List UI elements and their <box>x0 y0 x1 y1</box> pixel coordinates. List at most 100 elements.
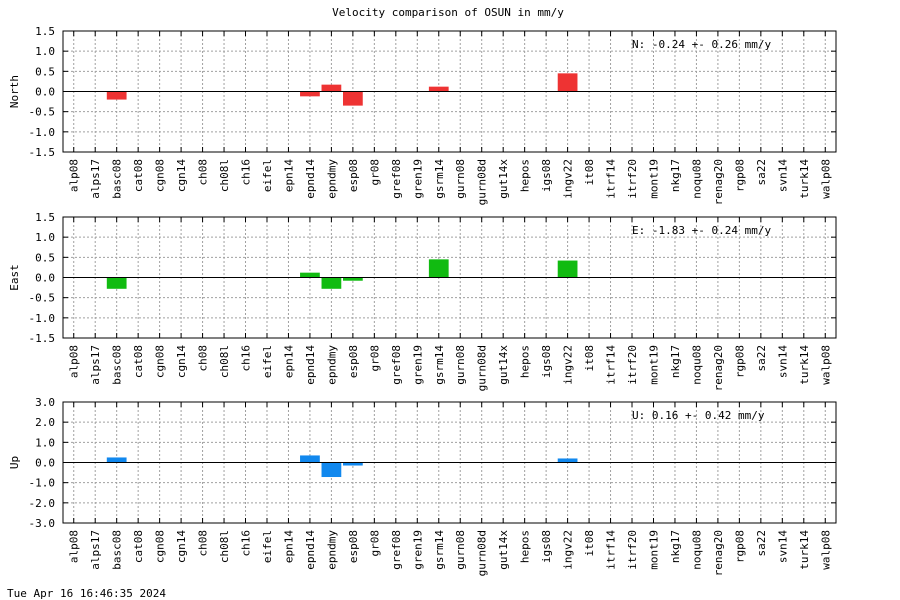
category-label: ingv22 <box>562 159 575 199</box>
ytick-label: 3.0 <box>35 396 55 409</box>
category-label: gurn08 <box>454 345 467 385</box>
category-label: mont19 <box>647 159 660 199</box>
stats-annotation: E: -1.83 +- 0.24 mm/y <box>632 224 771 237</box>
bar-gsrm14 <box>428 259 449 278</box>
category-label: gref08 <box>390 345 403 385</box>
category-label: cat08 <box>132 530 145 563</box>
category-label: epn14 <box>282 530 295 563</box>
bar-epnd14 <box>300 91 320 97</box>
category-label: cgn14 <box>175 345 188 378</box>
y-axis-label: North <box>8 75 21 108</box>
ytick-label: 0.5 <box>35 65 55 78</box>
category-label: cat08 <box>132 159 145 192</box>
category-label: ch08 <box>197 530 210 557</box>
bar-epndmy <box>321 84 342 92</box>
category-label: esp08 <box>347 159 360 192</box>
category-label: ch08 <box>197 345 210 372</box>
ytick-label: -2.0 <box>29 497 56 510</box>
category-label: basc08 <box>111 345 124 385</box>
category-label: gurn08 <box>454 530 467 570</box>
plot-frame <box>62 30 837 153</box>
category-label: hepos <box>519 159 532 192</box>
category-label: epndmy <box>325 345 338 385</box>
category-label: svn14 <box>776 530 789 563</box>
ytick-label: -1.0 <box>29 477 56 490</box>
category-label: nkg17 <box>669 159 682 192</box>
category-label: hepos <box>519 530 532 563</box>
y-axis-label: Up <box>8 456 21 469</box>
stats-annotation: N: -0.24 +- 0.26 mm/y <box>632 38 771 51</box>
panel-north: 1.5 1.0 0.5 0.0 -0.5 -1.0 -1.5 North N: -0.24 +-… <box>8 25 837 205</box>
category-label: nkg17 <box>669 530 682 563</box>
category-label: it08 <box>583 159 596 186</box>
ytick-label: 1.5 <box>35 25 55 38</box>
category-label: gr08 <box>368 345 381 372</box>
category-label: rgp08 <box>733 345 746 378</box>
ytick-label: -1.5 <box>29 332 56 345</box>
category-label: epnd14 <box>304 530 317 570</box>
category-label: eifel <box>261 530 274 563</box>
category-label: gr08 <box>368 159 381 186</box>
category-label: alp08 <box>68 159 81 192</box>
ytick-label: 0.0 <box>35 457 55 470</box>
category-label: cgn14 <box>175 530 188 563</box>
bar-epnd14 <box>300 455 320 463</box>
category-label: gsrm14 <box>433 530 446 570</box>
bar-esp08 <box>342 277 363 281</box>
ytick-label: -3.0 <box>29 517 56 530</box>
plot-frame <box>62 401 837 524</box>
category-label: sa22 <box>755 159 768 186</box>
ytick-label: -1.5 <box>29 146 56 159</box>
timestamp: Tue Apr 16 16:46:35 2024 <box>7 587 166 600</box>
ytick-label: 0.0 <box>35 86 55 99</box>
category-label: rgp08 <box>733 530 746 563</box>
category-label: itrf20 <box>626 530 639 570</box>
chart-title: Velocity comparison of OSUN in mm/y <box>332 6 564 19</box>
category-label: gurn08d <box>476 159 489 205</box>
bar-epndmy <box>321 462 342 478</box>
category-label: esp08 <box>347 530 360 563</box>
bar-basc08 <box>106 91 127 100</box>
bar-epnd14 <box>300 272 320 278</box>
ytick-label: 2.0 <box>35 416 55 429</box>
bar-ingv22 <box>557 260 578 278</box>
bar-esp08 <box>342 462 363 466</box>
category-label: renag20 <box>712 159 725 205</box>
category-label: ch08 <box>197 159 210 186</box>
category-label: epn14 <box>282 345 295 378</box>
bar-ingv22 <box>557 73 578 92</box>
category-label: itrf20 <box>626 345 639 385</box>
category-label: alps17 <box>89 159 102 199</box>
category-label: renag20 <box>712 345 725 391</box>
category-label: it08 <box>583 530 596 557</box>
ytick-label: 0.0 <box>35 272 55 285</box>
plot-frame <box>62 216 837 339</box>
category-label: svn14 <box>776 345 789 378</box>
category-label: renag20 <box>712 530 725 576</box>
category-label: igs08 <box>540 530 553 563</box>
category-label: gsrm14 <box>433 159 446 199</box>
category-label: it08 <box>583 345 596 372</box>
category-label: epn14 <box>282 159 295 192</box>
category-label: epndmy <box>325 530 338 570</box>
category-label: ch08l <box>218 159 231 192</box>
category-label: rgp08 <box>733 159 746 192</box>
category-label: walp08 <box>819 530 832 570</box>
category-label: gut14x <box>497 159 510 199</box>
category-label: ingv22 <box>562 530 575 570</box>
bar-basc08 <box>106 457 127 463</box>
category-label: itrf14 <box>605 159 618 199</box>
category-label: turk14 <box>798 159 811 199</box>
category-label: eifel <box>261 345 274 378</box>
category-label: basc08 <box>111 530 124 570</box>
category-label: ch08l <box>218 530 231 563</box>
bar-esp08 <box>342 91 363 106</box>
category-label: cgn08 <box>154 530 167 563</box>
category-label: alp08 <box>68 530 81 563</box>
y-axis-label: East <box>8 264 21 291</box>
category-label: igs08 <box>540 159 553 192</box>
category-label: epnd14 <box>304 159 317 199</box>
category-label: gren19 <box>411 159 424 199</box>
category-label: sa22 <box>755 530 768 557</box>
